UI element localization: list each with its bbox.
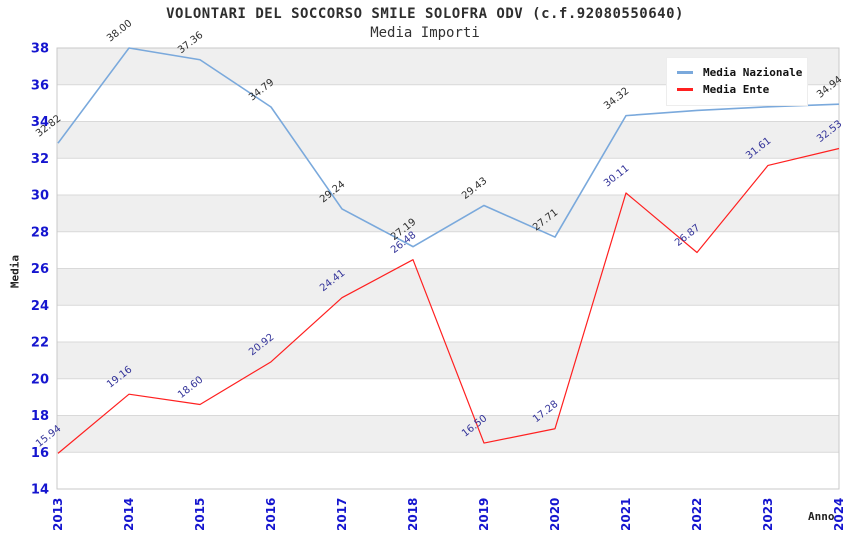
- legend-label: Media Ente: [703, 83, 770, 96]
- x-tick-label: 2017: [335, 498, 349, 531]
- x-tick-label: 2018: [406, 498, 420, 531]
- y-tick-label: 30: [31, 189, 49, 204]
- legend-label: Media Nazionale: [703, 66, 803, 79]
- y-tick-label: 16: [31, 446, 49, 461]
- y-tick-label: 24: [31, 299, 49, 314]
- legend-item-nazionale: Media Nazionale: [677, 65, 802, 80]
- x-tick-label: 2022: [690, 498, 704, 531]
- legend-line-swatch-blue-icon: [677, 71, 693, 74]
- grid-band: [57, 342, 839, 379]
- x-tick-label: 2024: [832, 498, 846, 531]
- series-line-media-ente: [57, 147, 840, 454]
- x-tick-label: 2019: [477, 498, 491, 531]
- grid-band: [57, 415, 839, 453]
- chart-subtitle: Media Importi: [370, 25, 480, 41]
- grid-band: [57, 268, 839, 306]
- grid-band: [57, 121, 839, 159]
- y-tick-label: 20: [31, 372, 49, 387]
- grid-band: [57, 305, 839, 342]
- y-tick-label: 38: [31, 42, 49, 57]
- grid-band: [57, 231, 839, 269]
- chart-title: VOLONTARI DEL SOCCORSO SMILE SOLOFRA ODV…: [166, 6, 684, 22]
- x-tick-label: 2023: [761, 498, 775, 531]
- y-tick-label: 14: [31, 483, 49, 498]
- y-tick-label: 28: [31, 225, 49, 240]
- y-axis-label: Media: [8, 254, 22, 289]
- y-tick-label: 22: [31, 336, 49, 351]
- y-tick-label: 32: [31, 152, 49, 167]
- point-label: 38.00: [105, 18, 134, 44]
- y-tick-label: 18: [31, 409, 49, 424]
- x-tick-label: 2016: [264, 498, 278, 531]
- x-axis-label: Anno: [808, 510, 835, 523]
- grid-band: [57, 378, 839, 416]
- grid-band: [57, 452, 839, 489]
- y-tick-label: 36: [31, 78, 49, 93]
- x-tick-label: 2014: [122, 498, 136, 531]
- y-tick-label: 26: [31, 262, 49, 277]
- x-tick-label: 2020: [548, 498, 562, 531]
- legend-item-ente: Media Ente: [677, 82, 797, 97]
- legend-line-swatch-red-icon: [677, 88, 693, 91]
- x-tick-label: 2013: [51, 498, 65, 531]
- grid-band: [57, 158, 839, 195]
- y-tick-label: 34: [31, 115, 49, 130]
- x-tick-label: 2015: [193, 498, 207, 531]
- x-tick-label: 2021: [619, 498, 633, 531]
- legend: Media Nazionale Media Ente: [666, 57, 808, 106]
- series-line-media-nazionale: [57, 47, 840, 248]
- plot-border: [56, 47, 840, 490]
